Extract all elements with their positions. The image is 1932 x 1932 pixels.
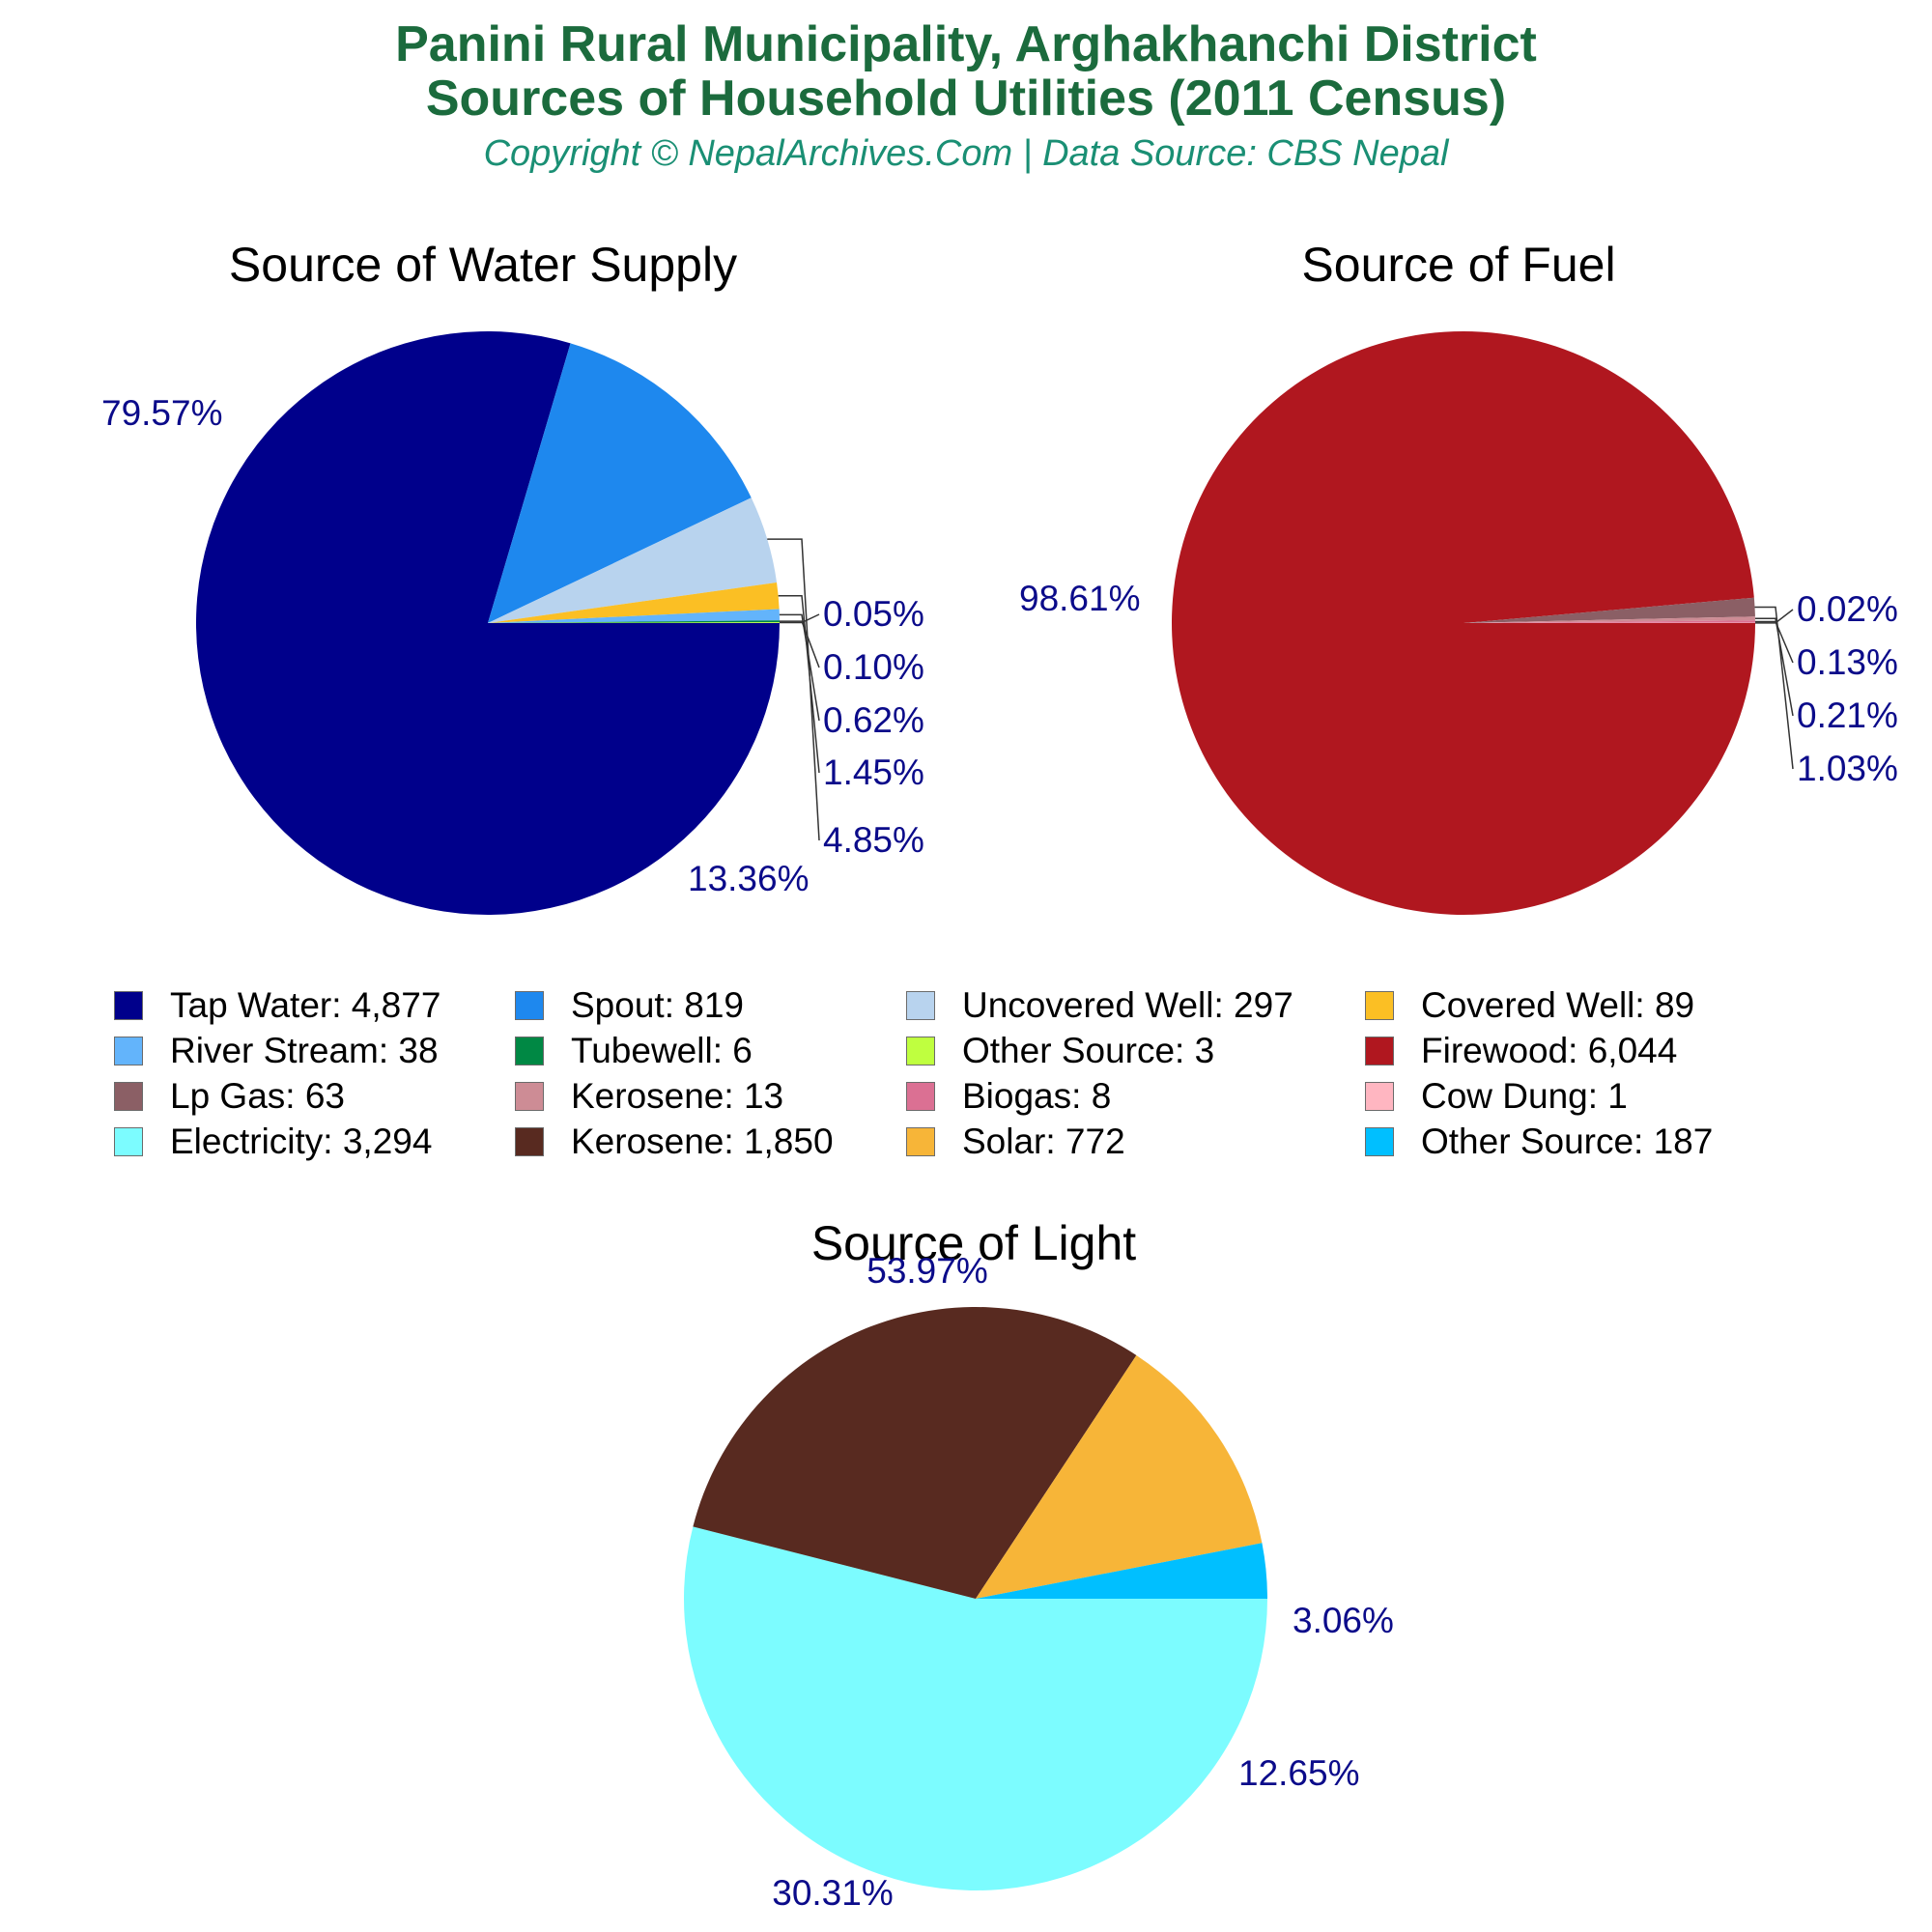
legend-swatch: [1365, 991, 1394, 1020]
water-leader-line: [779, 620, 820, 668]
legend-swatch: [515, 1127, 544, 1156]
light-chart-title: Source of Light: [810, 1216, 1137, 1270]
legend-label: Kerosene: 13: [571, 1076, 784, 1116]
water-slice-tubewell: [488, 620, 780, 623]
water-slice-river-stream: [488, 609, 780, 623]
legend-label: Biogas: 8: [962, 1076, 1112, 1116]
legend-swatch: [114, 1037, 143, 1065]
legend-item: Electricity: 3,294: [114, 1122, 432, 1162]
legend-label: Tubewell: 6: [571, 1031, 753, 1070]
legend-swatch: [906, 1082, 935, 1111]
legend-item: Spout: 819: [515, 985, 744, 1026]
legend-swatch: [906, 1127, 935, 1156]
fuel-leader-line: [1754, 617, 1794, 717]
legend-item: Tubewell: 6: [515, 1031, 753, 1071]
fuel-slice-lp-gas: [1463, 597, 1755, 623]
water-percent-label: 4.85%: [823, 820, 924, 860]
legend-item: Solar: 772: [906, 1122, 1125, 1162]
legend-item: Lp Gas: 63: [114, 1076, 345, 1117]
legend-swatch: [1365, 1082, 1394, 1111]
water-percent-label: 79.57%: [101, 393, 223, 433]
legend-label: Spout: 819: [571, 985, 744, 1025]
fuel-chart-title: Source of Fuel: [1301, 238, 1616, 292]
legend-swatch: [114, 1127, 143, 1156]
water-slice-spout: [488, 343, 752, 623]
light-percent-label: 53.97%: [867, 1251, 988, 1291]
water-slice-uncovered-well: [488, 497, 778, 623]
water-leader-line: [779, 613, 820, 722]
water-percent-label: 1.45%: [823, 753, 924, 792]
legend-swatch: [515, 1082, 544, 1111]
legend-item: Kerosene: 13: [515, 1076, 783, 1117]
legend-swatch: [906, 991, 935, 1020]
water-leader-line: [767, 538, 820, 841]
water-percent-label: 0.62%: [823, 700, 924, 740]
light-slice-electricity: [684, 1526, 1267, 1891]
water-percent-label: 13.36%: [688, 859, 810, 898]
legend-swatch: [1365, 1127, 1394, 1156]
water-slice-other-source: [488, 622, 780, 623]
legend-label: Other Source: 187: [1421, 1122, 1714, 1161]
light-slice-other-source: [976, 1543, 1267, 1599]
legend-label: Electricity: 3,294: [170, 1122, 433, 1161]
legend-label: Tap Water: 4,877: [170, 985, 441, 1025]
legend-item: Kerosene: 1,850: [515, 1122, 834, 1162]
light-pie: 53.97% 30.31% 12.65% 3.06%: [684, 1251, 1394, 1913]
fuel-leader-line: [1754, 620, 1794, 664]
light-percent-label: 12.65%: [1238, 1753, 1360, 1793]
legend-item: Covered Well: 89: [1365, 985, 1694, 1026]
fuel-leader-line: [1755, 609, 1794, 624]
legend-label: Firewood: 6,044: [1421, 1031, 1678, 1070]
water-leader-line: [779, 613, 820, 624]
legend-label: River Stream: 38: [170, 1031, 439, 1070]
fuel-percent-label: 0.13%: [1797, 642, 1898, 682]
legend-label: Uncovered Well: 297: [962, 985, 1293, 1025]
water-percent-label: 0.10%: [823, 647, 924, 687]
legend-label: Solar: 772: [962, 1122, 1125, 1161]
water-leader-line: [778, 594, 820, 774]
legend-swatch: [515, 1037, 544, 1065]
legend-item: Tap Water: 4,877: [114, 985, 440, 1026]
page-title-line1: Panini Rural Municipality, Arghakhanchi …: [395, 16, 1537, 72]
fuel-pie: 98.61% 1.03% 0.21% 0.13% 0.02%: [1019, 331, 1898, 916]
light-percent-label: 3.06%: [1293, 1601, 1394, 1640]
legend-item: Cow Dung: 1: [1365, 1076, 1628, 1117]
fuel-slice-firewood: [1171, 331, 1755, 916]
legend-item: Biogas: 8: [906, 1076, 1111, 1117]
light-percent-label: 30.31%: [772, 1873, 894, 1913]
legend-label: Lp Gas: 63: [170, 1076, 346, 1116]
legend-label: Covered Well: 89: [1421, 985, 1695, 1025]
legend-item: Firewood: 6,044: [1365, 1031, 1677, 1071]
legend-swatch: [114, 1082, 143, 1111]
water-chart-title: Source of Water Supply: [228, 238, 738, 292]
fuel-percent-label: 1.03%: [1797, 749, 1898, 788]
fuel-leader-line: [1754, 606, 1794, 770]
legend-swatch: [515, 991, 544, 1020]
page-title-line2: Sources of Household Utilities (2011 Cen…: [425, 71, 1507, 127]
fuel-percent-label: 98.61%: [1019, 579, 1141, 618]
fuel-slice-kerosene: [1463, 616, 1755, 623]
legend-item: River Stream: 38: [114, 1031, 439, 1071]
legend-item: Other Source: 187: [1365, 1122, 1713, 1162]
light-slice-solar: [976, 1354, 1263, 1599]
fuel-slice-biogas: [1463, 620, 1755, 623]
legend-item: Other Source: 3: [906, 1031, 1214, 1071]
water-percent-label: 0.05%: [823, 594, 924, 634]
fuel-percent-label: 0.21%: [1797, 696, 1898, 735]
legend-swatch: [114, 991, 143, 1020]
water-slice-covered-well: [488, 582, 780, 623]
legend-label: Other Source: 3: [962, 1031, 1215, 1070]
page-subtitle: Copyright © NepalArchives.Com | Data Sou…: [483, 133, 1449, 174]
light-slice-kerosene: [693, 1307, 1137, 1599]
fuel-percent-label: 0.02%: [1797, 589, 1898, 629]
legend-label: Cow Dung: 1: [1421, 1076, 1628, 1116]
legend-label: Kerosene: 1,850: [571, 1122, 834, 1161]
legend-swatch: [906, 1037, 935, 1065]
legend-item: Uncovered Well: 297: [906, 985, 1293, 1026]
water-pie: 79.57% 13.36% 4.85% 1.45% 0.62% 0.10% 0.05%: [101, 331, 924, 915]
legend-swatch: [1365, 1037, 1394, 1065]
